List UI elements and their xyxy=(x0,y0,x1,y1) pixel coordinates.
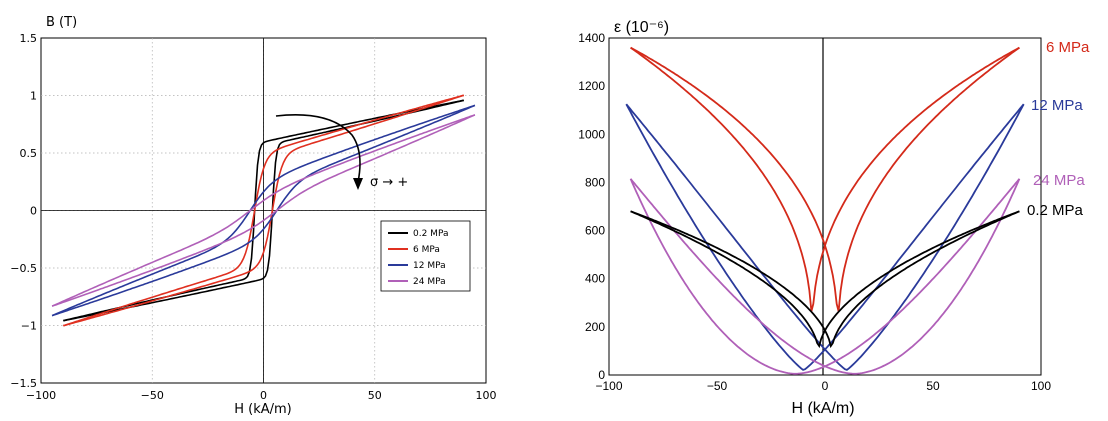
right-y-tick-label: 600 xyxy=(585,224,605,238)
right-y-tick-labels: 1400 1200 1000 800 600 400 200 0 xyxy=(578,31,605,382)
right-y-axis-label: ε (10⁻⁶) xyxy=(614,19,669,36)
right-y-tick-label: 200 xyxy=(585,320,605,334)
sigma-annotation-label: σ → + xyxy=(370,175,408,190)
right-y-tick-label: 1200 xyxy=(578,79,605,93)
bh-branch-ascending-24-mpa xyxy=(51,114,476,307)
bh-branch-descending-12-mpa xyxy=(51,104,476,317)
legend-label: 0.2 MPa xyxy=(413,229,448,239)
right-x-tick-label: 100 xyxy=(1031,379,1051,393)
left-y-tick-label: −1.5 xyxy=(10,377,37,390)
left-x-tick-labels: −100 −50 0 50 100 xyxy=(26,389,497,402)
right-y-tick-label: 800 xyxy=(585,175,605,189)
right-series-label-12-mpa: 12 MPa xyxy=(1031,97,1083,114)
right-x-tick-label: −100 xyxy=(595,379,622,393)
right-series-label-24-mpa: 24 MPa xyxy=(1033,172,1085,189)
right-x-axis-label: H (kA/m) xyxy=(791,400,854,417)
bh-branch-ascending-12-mpa xyxy=(51,104,476,317)
right-plot-frame xyxy=(608,37,1042,376)
right-series-group xyxy=(625,46,1025,375)
right-series-label-0-2-mpa: 0.2 MPa xyxy=(1027,202,1084,219)
left-chart-bh-curves: −100 −50 0 50 100 1.5 1 0.5 0 −0.5 −1 −1.5 B (T) H… xyxy=(10,15,496,417)
left-x-tick-label: 0 xyxy=(260,389,267,402)
right-x-tick-label: 0 xyxy=(822,379,829,393)
right-y-tick-label: 1400 xyxy=(578,31,605,45)
bh-branch-descending-6-mpa xyxy=(63,94,464,327)
right-y-tick-label: 400 xyxy=(585,272,605,286)
strain-branch-descending-0-2-mpa xyxy=(630,210,1020,349)
right-series-6-mpa xyxy=(630,46,1020,312)
left-y-tick-label: −1 xyxy=(21,320,37,333)
left-y-tick-label: 0.5 xyxy=(20,147,38,160)
left-x-axis-label: H (kA/m) xyxy=(234,402,292,417)
right-series-12-mpa xyxy=(625,103,1025,371)
legend-label: 6 MPa xyxy=(413,245,440,255)
legend-item-24-mpa: 24 MPa xyxy=(388,277,446,287)
strain-branch-descending-6-mpa xyxy=(630,46,1020,312)
sigma-arrow-line xyxy=(275,114,361,183)
left-zero-axes xyxy=(41,38,486,383)
left-y-tick-label: 0 xyxy=(30,205,37,218)
right-chart-strain-curves: −100 −50 0 50 100 1400120010008006004002000 … xyxy=(578,19,1090,417)
bh-branch-descending-24-mpa xyxy=(51,114,476,307)
right-series-0-2-mpa xyxy=(630,210,1020,349)
left-y-tick-label: 1.5 xyxy=(20,32,38,45)
right-y-tick-label: 0 xyxy=(598,368,605,382)
left-x-tick-label: −50 xyxy=(141,389,164,402)
left-series-group xyxy=(51,94,476,327)
left-y-tick-labels: 1.5 1 0.5 0 −0.5 −1 −1.5 xyxy=(10,32,37,390)
legend-item-0-2-mpa: 0.2 MPa xyxy=(388,229,448,239)
strain-branch-descending-12-mpa xyxy=(625,103,1025,371)
left-series-6-mpa xyxy=(63,94,465,327)
left-y-tick-label: −0.5 xyxy=(10,262,37,275)
right-x-tick-label: −50 xyxy=(707,379,728,393)
right-x-tick-labels: −100 −50 0 50 100 xyxy=(595,379,1051,393)
legend-item-6-mpa: 6 MPa xyxy=(388,245,440,255)
left-x-tick-label: 50 xyxy=(368,389,382,402)
right-series-24-mpa xyxy=(629,178,1021,375)
left-y-tick-label: 1 xyxy=(30,90,37,103)
left-x-tick-label: 100 xyxy=(476,389,497,402)
sigma-arrow-annotation: σ → + xyxy=(275,114,408,190)
legend-label: 12 MPa xyxy=(413,261,446,271)
bh-branch-ascending-6-mpa xyxy=(63,94,465,327)
legend-item-12-mpa: 12 MPa xyxy=(388,261,446,271)
left-series-24-mpa xyxy=(51,114,476,307)
legend-label: 24 MPa xyxy=(413,277,446,287)
right-y-tick-label: 1000 xyxy=(578,127,605,141)
left-series-12-mpa xyxy=(51,104,476,317)
right-x-tick-label: 50 xyxy=(926,379,940,393)
left-y-axis-label: B (T) xyxy=(46,15,77,30)
right-series-labels: 6 MPa 12 MPa 24 MPa 0.2 MPa xyxy=(1027,39,1090,219)
left-x-tick-label: −100 xyxy=(26,389,56,402)
right-series-label-6-mpa: 6 MPa xyxy=(1046,39,1090,56)
sigma-arrow-head xyxy=(353,178,363,190)
legend-items: 0.2 MPa 6 MPa 12 MPa 24 MPa xyxy=(388,229,448,287)
strain-branch-descending-24-mpa xyxy=(629,178,1021,375)
left-legend: 0.2 MPa 6 MPa 12 MPa 24 MPa xyxy=(380,220,471,292)
